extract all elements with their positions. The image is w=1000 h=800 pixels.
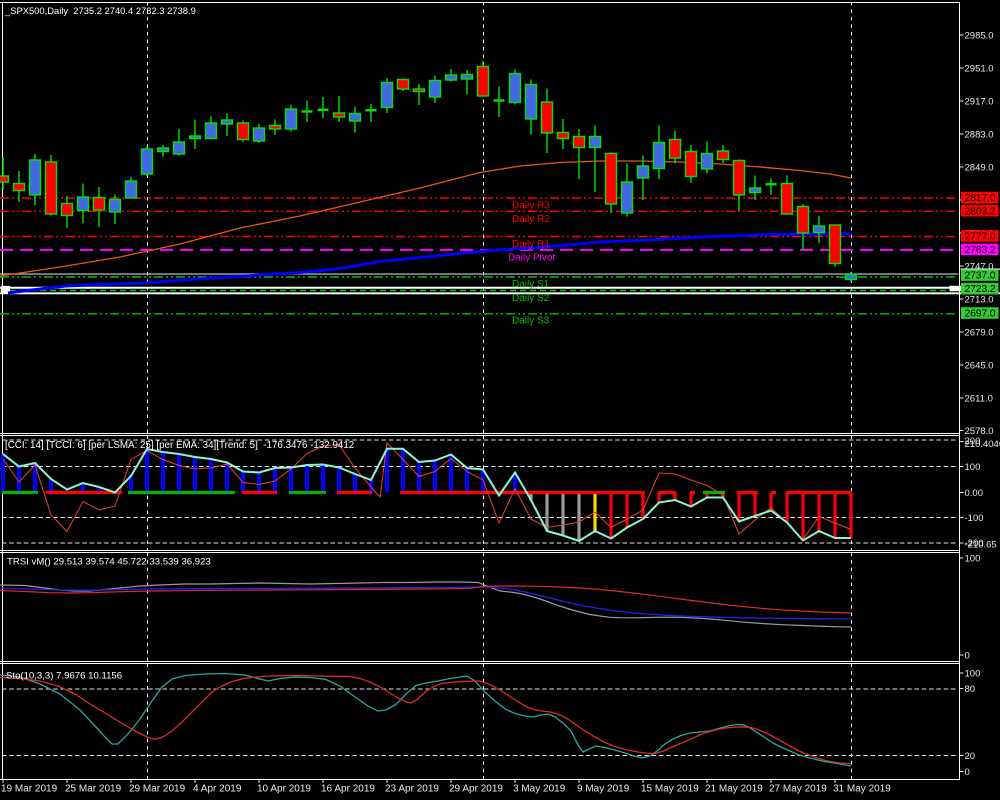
svg-text:Daily R1: Daily R1 [512, 239, 550, 250]
svg-text:Daily Pivot: Daily Pivot [508, 253, 555, 264]
svg-text:2849.0: 2849.0 [965, 163, 994, 174]
svg-text:2917.0: 2917.0 [965, 97, 994, 108]
svg-text:16 Apr 2019: 16 Apr 2019 [321, 784, 375, 795]
svg-text:Daily R2: Daily R2 [512, 214, 550, 225]
svg-text:2883.0: 2883.0 [965, 130, 994, 141]
svg-text:2611.0: 2611.0 [965, 394, 993, 405]
svg-text:[CCI: 14] [TCCI: 6] [per LSMA:: [CCI: 14] [TCCI: 6] [per LSMA: 25] [per … [5, 440, 354, 451]
svg-text:_SPX500,Daily 2735.2 2740.4 2: _SPX500,Daily 2735.2 2740.4 2732.3 2738.… [4, 5, 196, 16]
svg-text:100: 100 [965, 554, 981, 565]
svg-text:-100: -100 [965, 513, 984, 524]
svg-text:27 May 2019: 27 May 2019 [769, 784, 827, 795]
svg-text:3 May 2019: 3 May 2019 [513, 784, 566, 795]
svg-text:2737.0: 2737.0 [965, 270, 996, 282]
svg-text:Daily S2: Daily S2 [512, 293, 550, 304]
svg-text:0: 0 [965, 651, 970, 662]
svg-text:29 Mar 2019: 29 Mar 2019 [129, 784, 186, 795]
svg-text:9 May 2019: 9 May 2019 [577, 784, 630, 795]
svg-text:Daily S1: Daily S1 [512, 279, 550, 290]
svg-text:31 May 2019: 31 May 2019 [833, 784, 891, 795]
svg-text:2578.0: 2578.0 [965, 426, 994, 437]
svg-text:-200: -200 [965, 538, 984, 549]
svg-text:-210.65: -210.65 [965, 540, 997, 551]
svg-text:TRSI vM() 29.513 39.574 45.722: TRSI vM() 29.513 39.574 45.722 33.539 36… [7, 557, 211, 568]
svg-text:Sto(10,3,3) 7.9676 10.1156: Sto(10,3,3) 7.9676 10.1156 [6, 671, 122, 682]
svg-text:20: 20 [965, 751, 976, 762]
svg-text:80: 80 [965, 684, 976, 695]
svg-text:Daily R3: Daily R3 [512, 201, 550, 212]
svg-text:2713.0: 2713.0 [965, 295, 994, 306]
svg-text:4 Apr 2019: 4 Apr 2019 [193, 784, 242, 795]
svg-text:23 Apr 2019: 23 Apr 2019 [385, 784, 439, 795]
svg-text:2817.0: 2817.0 [965, 192, 996, 204]
svg-text:100: 100 [965, 462, 981, 473]
svg-text:2723.2: 2723.2 [965, 283, 996, 295]
svg-text:100: 100 [965, 669, 981, 680]
svg-text:2803.2: 2803.2 [965, 205, 996, 217]
svg-text:Daily S3: Daily S3 [512, 316, 550, 327]
svg-text:0: 0 [965, 767, 970, 778]
svg-text:2679.0: 2679.0 [965, 328, 994, 339]
svg-text:2763.2: 2763.2 [965, 244, 996, 256]
svg-text:0.00: 0.00 [965, 488, 984, 499]
svg-text:2985.0: 2985.0 [965, 31, 994, 42]
svg-text:210.4046: 210.4046 [965, 439, 1000, 450]
svg-text:200: 200 [965, 436, 981, 447]
svg-text:15 May 2019: 15 May 2019 [641, 784, 699, 795]
svg-text:2747.0: 2747.0 [965, 262, 994, 273]
svg-text:10 Apr 2019: 10 Apr 2019 [257, 784, 311, 795]
svg-text:2697.0: 2697.0 [965, 308, 996, 320]
svg-text:2645.0: 2645.0 [965, 361, 994, 372]
svg-text:29 Apr 2019: 29 Apr 2019 [449, 784, 503, 795]
svg-text:21 May 2019: 21 May 2019 [705, 784, 763, 795]
svg-text:19 Mar 2019: 19 Mar 2019 [1, 784, 58, 795]
svg-text:2951.0: 2951.0 [965, 64, 994, 75]
svg-text:2777.0: 2777.0 [965, 231, 996, 243]
svg-text:25 Mar 2019: 25 Mar 2019 [65, 784, 122, 795]
